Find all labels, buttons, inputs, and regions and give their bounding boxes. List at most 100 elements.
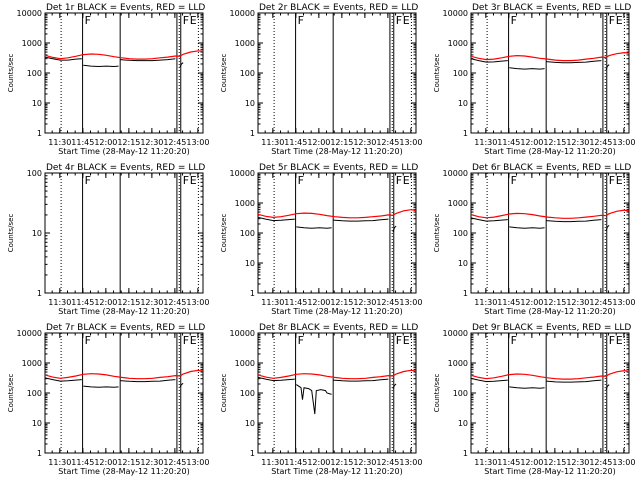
x-tick-label: 12:00 xyxy=(94,458,117,467)
y-axis-label: Counts/sec xyxy=(7,214,15,253)
y-axis-label: Counts/sec xyxy=(220,374,228,413)
series-line-events xyxy=(509,226,545,229)
flag-letter-f: F xyxy=(396,174,402,187)
y-tick-label: 100 xyxy=(27,69,42,78)
flag-letter-e: E xyxy=(190,174,197,187)
x-tick-label: 11:45 xyxy=(284,298,307,307)
series-line-events xyxy=(605,224,610,231)
flag-letter-e: E xyxy=(403,334,410,347)
panel-title: Det 1r BLACK = Events, RED = LLD xyxy=(46,3,205,13)
series-line-events xyxy=(605,64,610,70)
x-tick-label: 13:00 xyxy=(399,458,422,467)
y-tick-label: 10 xyxy=(245,99,255,108)
y-tick-label: 1000 xyxy=(22,39,42,48)
y-axis-label: Counts/sec xyxy=(433,54,441,93)
panel-det-6: Det 6r BLACK = Events, RED = LLD 1 10 100 10… xyxy=(433,163,635,316)
series-line-lld xyxy=(471,369,629,380)
series-line-events xyxy=(605,384,610,390)
x-tick-label: 11:45 xyxy=(71,458,94,467)
x-tick-label: 12:15 xyxy=(330,138,353,147)
x-tick-label: 12:15 xyxy=(330,298,353,307)
flag-letter-f: F xyxy=(511,174,517,187)
flag-letter-f: F xyxy=(183,334,189,347)
flag-letter-f: F xyxy=(85,174,91,187)
y-tick-label: 10000 xyxy=(230,169,255,178)
y-tick-label: 1000 xyxy=(235,39,255,48)
flag-letter-f: F xyxy=(511,334,517,347)
y-tick-label: 10000 xyxy=(443,169,468,178)
series-line-events xyxy=(546,219,602,223)
x-tick-label: 12:00 xyxy=(520,138,543,147)
y-axis-label: Counts/sec xyxy=(220,214,228,253)
y-tick-label: 100 xyxy=(453,69,468,78)
panel-det-3: Det 3r BLACK = Events, RED = LLD 1 10 100 10… xyxy=(433,3,635,156)
x-tick-label: 12:45 xyxy=(376,138,399,147)
x-tick-label: 12:00 xyxy=(94,298,117,307)
y-tick-label: 10 xyxy=(32,229,42,238)
x-axis-label: Start Time (28-May-12 11:20:20) xyxy=(484,307,615,316)
y-tick-label: 10 xyxy=(32,419,42,428)
y-tick-label: 1000 xyxy=(448,199,468,208)
x-tick-label: 12:30 xyxy=(353,458,376,467)
panel-det-2: Det 2r BLACK = Events, RED = LLD 1 10 100 10… xyxy=(220,3,422,156)
x-tick-label: 12:30 xyxy=(566,458,589,467)
y-axis-label: Counts/sec xyxy=(433,214,441,253)
x-tick-label: 12:30 xyxy=(140,458,163,467)
y-tick-label: 1 xyxy=(250,449,255,458)
flag-letter-e: E xyxy=(403,14,410,27)
y-tick-label: 10000 xyxy=(230,329,255,338)
x-tick-label: 11:30 xyxy=(474,138,497,147)
series-line-events xyxy=(471,217,508,222)
panel-title: Det 6r BLACK = Events, RED = LLD xyxy=(472,163,631,173)
x-tick-label: 12:45 xyxy=(163,138,186,147)
x-tick-label: 13:00 xyxy=(186,138,209,147)
x-tick-label: 11:30 xyxy=(261,458,284,467)
x-tick-label: 12:30 xyxy=(140,138,163,147)
x-axis-label: Start Time (28-May-12 11:20:20) xyxy=(484,147,615,156)
x-tick-label: 12:30 xyxy=(566,138,589,147)
x-tick-label: 12:30 xyxy=(566,298,589,307)
y-tick-label: 1 xyxy=(463,449,468,458)
series-line-events xyxy=(509,67,545,70)
y-tick-label: 1 xyxy=(463,289,468,298)
x-tick-label: 11:30 xyxy=(261,138,284,147)
y-tick-label: 10000 xyxy=(443,9,468,18)
y-tick-label: 10 xyxy=(458,259,468,268)
flag-letter-f: F xyxy=(609,14,615,27)
flag-letter-f: F xyxy=(396,14,402,27)
y-tick-label: 10000 xyxy=(17,329,42,338)
x-tick-label: 12:45 xyxy=(589,458,612,467)
series-line-lld xyxy=(471,209,629,219)
series-line-events xyxy=(120,58,176,62)
x-tick-label: 13:00 xyxy=(612,138,635,147)
y-tick-label: 10 xyxy=(458,419,468,428)
y-tick-label: 10000 xyxy=(17,9,42,18)
x-tick-label: 12:15 xyxy=(543,458,566,467)
series-line-events xyxy=(296,226,332,229)
flag-letter-e: E xyxy=(403,174,410,187)
y-tick-label: 10 xyxy=(32,99,42,108)
y-tick-label: 1 xyxy=(37,129,42,138)
x-tick-label: 13:00 xyxy=(186,458,209,467)
series-line-events xyxy=(509,386,545,389)
y-tick-label: 100 xyxy=(27,389,42,398)
x-axis-label: Start Time (28-May-12 11:20:20) xyxy=(58,307,189,316)
x-tick-label: 11:30 xyxy=(474,298,497,307)
x-tick-label: 12:45 xyxy=(376,458,399,467)
y-axis-label: Counts/sec xyxy=(220,54,228,93)
series-line-events xyxy=(333,378,389,382)
panel-det-5: Det 5r BLACK = Events, RED = LLD 1 10 100 10… xyxy=(220,163,422,316)
x-axis-label: Start Time (28-May-12 11:20:20) xyxy=(58,147,189,156)
series-line-events xyxy=(392,383,397,389)
y-tick-label: 100 xyxy=(453,389,468,398)
x-tick-label: 11:30 xyxy=(261,298,284,307)
flag-letter-f: F xyxy=(183,14,189,27)
x-tick-label: 11:30 xyxy=(474,458,497,467)
panel-det-8: Det 8r BLACK = Events, RED = LLD 1 10 100 10… xyxy=(220,323,422,476)
series-line-events xyxy=(179,62,184,68)
x-axis-label: Start Time (28-May-12 11:20:20) xyxy=(271,467,402,476)
flag-letter-f: F xyxy=(85,334,91,347)
x-tick-label: 12:15 xyxy=(117,138,140,147)
y-tick-label: 1000 xyxy=(235,359,255,368)
series-line-events xyxy=(45,56,82,61)
